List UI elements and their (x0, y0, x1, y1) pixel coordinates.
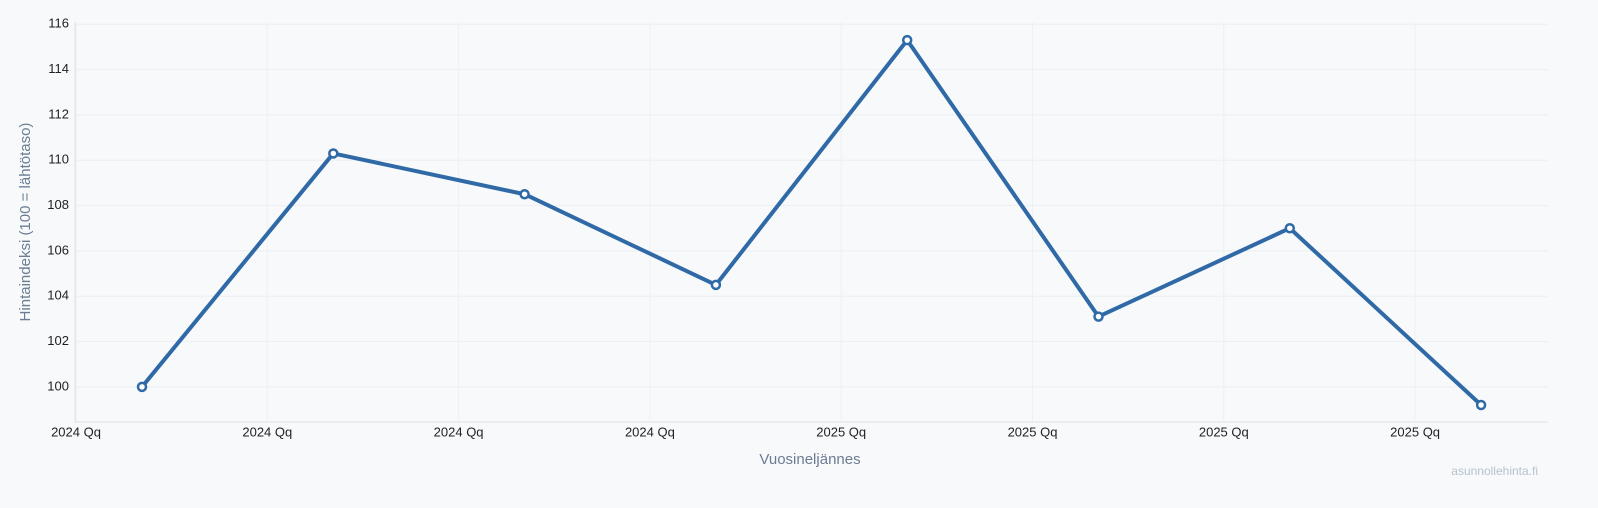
x-axis-title: Vuosineljännes (759, 451, 860, 468)
y-tick-label: 112 (48, 106, 69, 121)
y-tick-label: 116 (48, 16, 69, 31)
watermark: asunnollehinta.fi (1451, 464, 1538, 478)
x-tick-label: 2024 Qq (434, 424, 484, 439)
point (136, 381, 148, 393)
x-tick-label: 2024 Qq (51, 424, 101, 439)
y-tick-label: 100 (47, 378, 69, 393)
line (140, 38, 1483, 407)
point (710, 279, 722, 291)
y-tick-label: 104 (47, 288, 69, 303)
point (901, 34, 913, 46)
y-tick-label: 110 (48, 152, 69, 167)
x-tick-label: 2024 Qq (242, 424, 292, 439)
y-axis-title: Hintaindeksi (100 = lähtötaso) (17, 123, 34, 322)
x-tick-label: 2025 Qq (1008, 424, 1058, 439)
y-tick-label: 108 (47, 197, 69, 212)
point (328, 148, 339, 159)
y-tick-label: 114 (48, 61, 69, 76)
x-tick-label: 2024 Qq (625, 424, 675, 439)
point (1475, 399, 1487, 411)
point (1284, 222, 1296, 234)
y-tick-label: 102 (47, 333, 69, 348)
point (519, 188, 530, 200)
x-tick-label: 2025 Qq (1390, 424, 1440, 439)
x-tick-label: 2025 Qq (816, 424, 866, 439)
x-tick-label: 2025 Qq (1199, 424, 1249, 439)
y-tick-label: 106 (47, 242, 69, 257)
point (1093, 311, 1104, 322)
